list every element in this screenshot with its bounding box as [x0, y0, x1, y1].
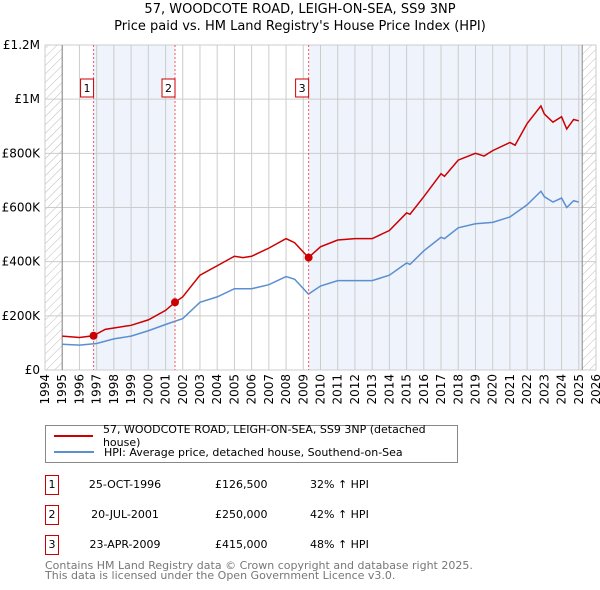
legend-item-hpi: HPI: Average price, detached house, Sout…	[54, 444, 403, 460]
x-tick-label: 2007	[262, 374, 276, 405]
price-chart: 1994 1995 1996 1997 1998 1999 2000 2001 2002 2003…	[2, 38, 600, 405]
sale-label-box	[161, 78, 176, 98]
y-tick-label: £0	[25, 363, 40, 377]
x-tick-label: 2000	[141, 374, 155, 405]
x-tick-label: 1998	[107, 374, 121, 405]
legend-label: 57, WOODCOTE ROAD, LEIGH-ON-SEA, SS9 3NP…	[102, 423, 426, 449]
hpi-change: 42% ↑ HPI	[310, 508, 369, 521]
hpi-change: 48% ↑ HPI	[310, 538, 369, 551]
price: £415,000	[215, 538, 268, 551]
chart-subtitle: Price paid vs. HM Land Registry's House …	[114, 19, 486, 34]
x-tick-label: 2005	[227, 374, 241, 405]
sale-label-box	[80, 78, 95, 98]
x-tick-label: 2011	[331, 374, 345, 405]
x-tick-label: 1997	[90, 374, 104, 405]
date: 20-JUL-2001	[91, 508, 159, 521]
date: 23-APR-2009	[89, 538, 161, 551]
marker-badge: 2	[45, 505, 59, 525]
x-tick-label: 2008	[279, 374, 293, 405]
x-tick-label: 2010	[314, 374, 328, 405]
sale-label: 2	[165, 82, 172, 95]
x-tick-label: 2024	[555, 374, 569, 405]
sale-point	[89, 331, 98, 340]
x-tick-label: 2009	[296, 374, 310, 405]
legend-swatch-red	[54, 435, 93, 437]
footer-line: Contains HM Land Registry data © Crown c…	[45, 559, 473, 572]
legend: 57, WOODCOTE ROAD, LEIGH-ON-SEA, SS9 3NP…	[45, 423, 458, 463]
footer-line: This data is licensed under the Open Gov…	[45, 569, 396, 582]
x-tick-label: 2014	[382, 374, 396, 405]
legend-item-property: 57, WOODCOTE ROAD, LEIGH-ON-SEA, SS9 3NP…	[54, 423, 457, 449]
sale-label-box	[295, 78, 310, 98]
marker-badge: 1	[45, 475, 59, 495]
x-tick-label: 2023	[537, 374, 551, 405]
x-tick-label: 2012	[348, 374, 362, 405]
x-tick-label: 2015	[400, 374, 414, 405]
x-tick-label: 1994	[38, 374, 52, 405]
plot-frame	[44, 44, 597, 371]
y-tick-label: £1.2M	[3, 38, 40, 52]
x-tick-label: 1995	[55, 374, 69, 405]
y-tick-label: £1M	[14, 92, 40, 106]
x-tick-label: 2020	[486, 374, 500, 405]
property-line	[62, 104, 579, 339]
x-tick-label: 2017	[434, 374, 448, 405]
footer: Contains HM Land Registry data © Crown c…	[45, 559, 473, 582]
hpi-change: 32% ↑ HPI	[310, 478, 369, 491]
chart-title: 57, WOODCOTE ROAD, LEIGH-ON-SEA, SS9 3NP	[144, 2, 456, 17]
x-tick-label: 2018	[451, 374, 465, 405]
x-tick-label: 2016	[417, 374, 431, 405]
x-tick-label: 2019	[468, 374, 482, 405]
x-tick-label: 2002	[176, 374, 190, 405]
x-tick-label: 2021	[503, 374, 517, 405]
legend-swatch-blue	[54, 451, 94, 453]
x-tick-label: 2001	[159, 374, 173, 405]
y-tick-label: £400K	[2, 255, 42, 269]
sale-point	[171, 298, 180, 307]
y-tick-label: £200K	[2, 309, 42, 323]
marker-badge: 3	[45, 535, 59, 555]
hpi-line	[62, 190, 579, 346]
x-tick-label: 1996	[72, 374, 86, 405]
sale-point	[304, 253, 313, 262]
date: 25-OCT-1996	[88, 478, 162, 491]
legend-label: HPI: Average price, detached house, Sout…	[104, 445, 403, 459]
sale-label: 1	[84, 82, 91, 95]
sale-label: 3	[299, 82, 306, 95]
x-tick-label: 2022	[520, 374, 534, 405]
x-tick-label: 2003	[193, 374, 207, 405]
price: £250,000	[215, 508, 268, 521]
x-tick-label: 2025	[572, 374, 586, 405]
x-tick-label: 2026	[589, 374, 600, 405]
x-tick-label: 2004	[210, 374, 224, 405]
x-tick-label: 2006	[245, 374, 259, 405]
price: £126,500	[215, 478, 268, 491]
x-tick-label: 1999	[124, 374, 138, 405]
x-tick-label: 2013	[365, 374, 379, 405]
y-tick-label: £600K	[2, 201, 42, 215]
y-tick-label: £800K	[2, 146, 42, 160]
